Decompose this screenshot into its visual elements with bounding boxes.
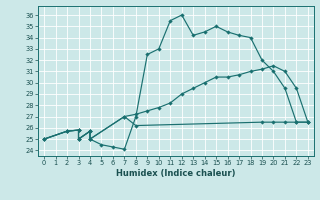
X-axis label: Humidex (Indice chaleur): Humidex (Indice chaleur) (116, 169, 236, 178)
